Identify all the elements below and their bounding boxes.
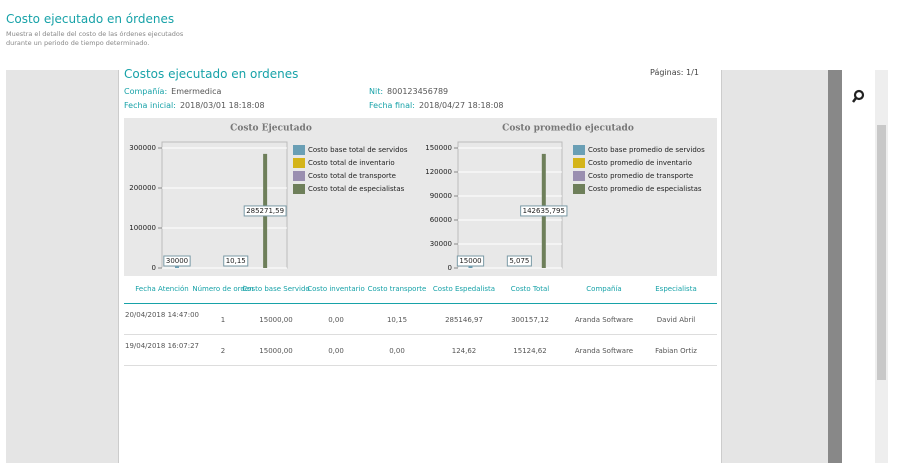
cell: David Abril: [656, 316, 696, 324]
y-tick-label: 60000: [430, 216, 452, 224]
y-tick-label: 200000: [129, 184, 156, 192]
field-value: 2018/03/01 18:18:08: [179, 101, 265, 110]
field-value: 800123456789: [387, 87, 449, 96]
field: Fecha final: 2018/04/27 18:18:08: [369, 101, 504, 110]
cell: 15000,00: [259, 347, 293, 355]
description-line: durante un periodo de tiempo determinado…: [6, 39, 150, 47]
field-label: Fecha inicial:: [124, 101, 176, 110]
legend-swatch: [293, 158, 305, 168]
chart: Costo promedio ejecutado 0 30000 60000 90000…: [425, 124, 705, 273]
y-tick-label: 100000: [129, 224, 156, 232]
field-value: Emermedica: [171, 87, 222, 96]
field-label: Nit:: [369, 87, 384, 96]
cell: 10,15: [386, 316, 408, 324]
legend-label: Costo total de especialistas: [308, 185, 405, 193]
y-tick-label: 90000: [430, 192, 452, 200]
legend-label: Costo base total de servidos: [308, 146, 408, 154]
y-tick-label: 150000: [425, 144, 452, 152]
cell: 1: [220, 316, 226, 324]
cell: 2: [220, 347, 226, 355]
chart-title: Costo Ejecutado: [230, 124, 312, 134]
data-label-box: [456, 255, 485, 267]
data-label: 15000: [459, 257, 481, 265]
cell: 20/04/2018 14:47:00: [124, 311, 200, 319]
column-header: Costo Espedalista: [432, 285, 496, 293]
cell: 0,00: [328, 316, 344, 324]
field-label: Fecha final:: [369, 101, 415, 110]
legend-swatch: [573, 145, 585, 155]
column-header: Número de orden: [192, 285, 254, 293]
legend-swatch: [573, 184, 585, 194]
scrollbar[interactable]: [875, 70, 888, 463]
cell: Aranda Software: [574, 316, 634, 324]
cell: 19/04/2018 16:07:27: [124, 342, 200, 350]
scroll-thumb[interactable]: [877, 125, 886, 380]
row-rule: [124, 334, 717, 335]
legend-label: Costo total de transporte: [308, 172, 396, 180]
cell: 15000,00: [259, 316, 293, 324]
legend-swatch: [293, 145, 305, 155]
pages: Páginas: 1/1: [650, 68, 699, 77]
cell: Fabian Ortiz: [655, 347, 697, 355]
chart-title: Costo promedio ejecutado: [502, 124, 634, 134]
data-label-box: [506, 255, 532, 267]
legend-swatch: [573, 158, 585, 168]
description-line: Muestra el detalle del costo de las órde…: [6, 30, 184, 38]
divider: [828, 70, 842, 463]
legend-label: Costo promedio de especialistas: [588, 185, 702, 193]
data-label: 10,15: [226, 257, 246, 265]
cell: 0,00: [389, 347, 405, 355]
plot-area: [457, 141, 563, 269]
data-label-box: [520, 205, 568, 217]
column-header: Fecha Atención: [135, 285, 189, 293]
chart: Costo Ejecutado 0 100000 200000 300000 30000 C…: [129, 124, 408, 273]
y-tick-label: 30000: [430, 240, 452, 248]
field: Compañía: Emermedica: [124, 87, 221, 96]
data-label-box: [223, 255, 249, 267]
column-header: Especialista: [655, 285, 697, 293]
legend-swatch: [293, 184, 305, 194]
data-label: 30000: [166, 257, 188, 265]
column-header: Costo Total: [510, 285, 550, 293]
legend-label: Costo promedio de transporte: [588, 172, 693, 180]
legend-swatch: [573, 171, 585, 181]
plot-area: [161, 141, 288, 269]
legend-label: Costo total de inventario: [308, 159, 395, 167]
data-label: 285271,59: [246, 207, 284, 215]
legend-swatch: [293, 171, 305, 181]
field: Nit: 800123456789: [369, 87, 448, 96]
field: Fecha inicial: 2018/03/01 18:18:08: [124, 101, 265, 110]
header-rule: [124, 303, 717, 304]
chart-panel: [124, 118, 717, 276]
column-header: Costo base Servido: [242, 285, 310, 293]
legend-label: Costo promedio de inventario: [588, 159, 692, 167]
cell: 15124,62: [513, 347, 547, 355]
row-rule: [124, 365, 717, 366]
y-tick-label: 120000: [425, 168, 452, 176]
legend-label: Costo base promedio de servidos: [588, 146, 705, 154]
data-label-box: [243, 205, 287, 217]
page-description: Muestra el detalle del costo de las órde…: [6, 30, 183, 48]
data-label: 142635,795: [523, 207, 565, 215]
cell: 124,62: [451, 347, 477, 355]
cell: Aranda Software: [574, 347, 634, 355]
y-tick-label: 0: [152, 264, 156, 272]
cell: 0,00: [328, 347, 344, 355]
cell: 285146,97: [445, 316, 483, 324]
column-header: Compañía: [586, 285, 622, 293]
report-title: Costos ejecutado en ordenes: [124, 67, 299, 81]
page-title: Costo ejecutado en órdenes: [6, 12, 175, 26]
column-header: Costo transporte: [367, 285, 427, 293]
y-tick-label: 0: [448, 264, 452, 272]
field-value: 2018/04/27 18:18:08: [418, 101, 504, 110]
cell: 300157,12: [511, 316, 549, 324]
y-tick-label: 300000: [129, 144, 156, 152]
field-label: Compañía:: [124, 87, 168, 96]
search-icon[interactable]: [850, 88, 868, 106]
data-label-box: [163, 255, 191, 267]
column-header: Costo inventario: [307, 285, 365, 293]
data-label: 5,075: [509, 257, 529, 265]
